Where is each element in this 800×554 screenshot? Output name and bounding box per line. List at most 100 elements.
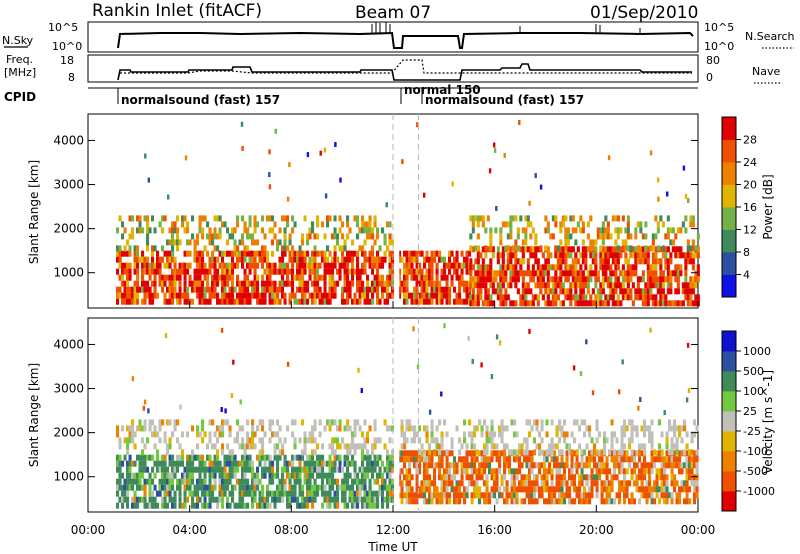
heatmap-cell — [525, 474, 529, 481]
heatmap-cell — [576, 300, 580, 307]
heatmap-cell — [525, 456, 529, 463]
heatmap-cell — [518, 449, 522, 456]
heatmap-cell — [685, 431, 689, 438]
heatmap-cell — [689, 282, 693, 289]
heatmap-cell — [378, 484, 382, 491]
heatmap-cell — [193, 280, 197, 287]
heatmap-cell — [605, 474, 609, 481]
heatmap-cell — [188, 484, 192, 491]
heatmap-cell — [463, 437, 467, 444]
heatmap-cell — [173, 502, 177, 509]
heatmap-cell — [509, 227, 513, 234]
heatmap-cell — [420, 480, 424, 487]
heatmap-cell — [545, 486, 549, 493]
colorbar-tick-label: 24 — [743, 156, 757, 169]
heatmap-cell — [478, 450, 482, 457]
heatmap-cell — [391, 268, 395, 275]
heatmap-cell — [645, 468, 649, 475]
heatmap-cell — [288, 162, 291, 168]
heatmap-cell — [599, 233, 603, 240]
heatmap-cell — [415, 492, 419, 499]
heatmap-cell — [658, 450, 662, 457]
heatmap-cell — [668, 449, 672, 456]
heatmap-cell — [684, 227, 688, 234]
heatmap-cell — [178, 502, 182, 509]
heatmap-cell — [131, 419, 135, 426]
heatmap-cell — [550, 498, 554, 505]
heatmap-cell — [533, 480, 537, 487]
heatmap-cell — [303, 437, 307, 444]
heatmap-cell — [371, 449, 375, 456]
heatmap-cell — [690, 480, 694, 487]
heatmap-cell — [356, 268, 360, 275]
heatmap-cell — [273, 268, 277, 275]
heatmap-cell — [630, 498, 634, 505]
heatmap-cell — [694, 300, 698, 307]
heatmap-cell — [142, 405, 146, 411]
heatmap-cell — [408, 474, 412, 481]
heatmap-cell — [331, 274, 335, 281]
heatmap-cell — [448, 474, 452, 481]
heatmap-cell — [613, 431, 617, 438]
heatmap-cell — [163, 298, 167, 305]
heatmap-cell — [654, 300, 658, 307]
heatmap-cell — [196, 466, 200, 473]
heatmap-cell — [251, 478, 255, 485]
heatmap-cell — [478, 468, 482, 475]
heatmap-cell — [233, 262, 237, 269]
heatmap-cell — [338, 419, 342, 426]
heatmap-cell — [586, 270, 590, 277]
heatmap-cell — [236, 466, 240, 473]
heatmap-cell — [438, 280, 442, 287]
heatmap-cell — [128, 472, 132, 479]
heatmap-cell — [211, 490, 215, 497]
heatmap-cell — [493, 474, 497, 481]
heatmap-cell — [473, 480, 477, 487]
heatmap-cell — [651, 282, 655, 289]
heatmap-cell — [241, 466, 245, 473]
heatmap-cell — [695, 456, 699, 463]
heatmap-cell — [658, 443, 662, 450]
heatmap-cell — [226, 227, 230, 234]
heatmap-cell — [476, 233, 480, 240]
heatmap-cell — [271, 250, 275, 257]
heatmap-cell — [471, 300, 475, 307]
heatmap-cell — [458, 280, 462, 287]
heatmap-cell — [328, 425, 332, 432]
heatmap-cell — [163, 478, 167, 485]
heatmap-cell — [368, 221, 372, 228]
heatmap-cell — [291, 496, 295, 503]
heatmap-cell — [268, 184, 272, 190]
heatmap-cell — [351, 431, 355, 438]
heatmap-cell — [238, 496, 242, 503]
heatmap-cell — [366, 221, 370, 228]
heatmap-cell — [291, 466, 295, 473]
heatmap-cell — [410, 298, 414, 305]
heatmap-cell — [506, 252, 510, 259]
heatmap-cell — [231, 250, 235, 257]
heatmap-cell — [306, 280, 310, 287]
heatmap-cell — [133, 298, 137, 305]
heatmap-cell — [510, 419, 514, 426]
heatmap-cell — [220, 407, 223, 412]
heatmap-cell — [261, 490, 265, 497]
heatmap-cell — [253, 443, 257, 450]
heatmap-cell — [520, 443, 524, 450]
heatmap-cell — [696, 264, 700, 271]
heatmap-cell — [326, 419, 330, 426]
heatmap-cell — [561, 282, 565, 289]
heatmap-cell — [123, 268, 127, 275]
heatmap-cell — [373, 274, 377, 281]
heatmap-cell — [596, 276, 600, 283]
heatmap-cell — [261, 262, 265, 269]
heatmap-cell — [333, 215, 337, 222]
heatmap-cell — [206, 233, 210, 240]
heatmap-cell — [571, 270, 575, 277]
heatmap-cell — [193, 286, 197, 293]
heatmap-cell — [213, 256, 217, 263]
heatmap-cell — [336, 233, 340, 240]
heatmap-cell — [326, 262, 330, 269]
heatmap-cell — [653, 498, 657, 505]
heatmap-cell — [646, 300, 650, 307]
heatmap-cell — [519, 264, 523, 271]
